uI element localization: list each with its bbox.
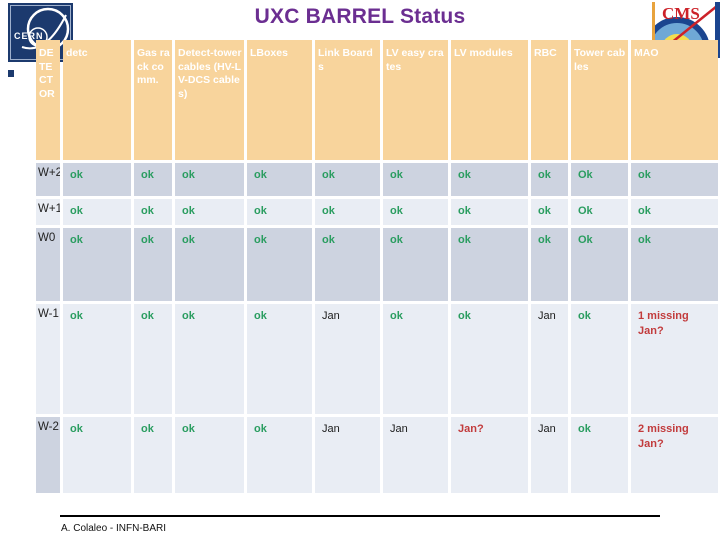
cern-logo-text: CERN (14, 31, 44, 41)
status-cell: ok (383, 199, 448, 225)
status-cell: ok (631, 163, 718, 196)
status-cell: ok (63, 417, 131, 493)
status-cell: ok (175, 199, 244, 225)
status-cell: ok (175, 228, 244, 301)
status-cell: ok (247, 228, 312, 301)
status-cell: ok (383, 304, 448, 414)
column-header: DETECTOR (36, 40, 60, 160)
status-cell: Jan? (451, 417, 528, 493)
column-header: LBoxes (247, 40, 312, 160)
row-label: W+2 (36, 163, 60, 196)
column-header: MAO (631, 40, 718, 160)
status-cell: ok (315, 199, 380, 225)
cms-logo-strip (715, 2, 720, 58)
status-cell: ok (451, 199, 528, 225)
status-cell: ok (247, 163, 312, 196)
footer-divider (60, 515, 660, 517)
status-cell: ok (134, 163, 172, 196)
column-header: Tower cables (571, 40, 628, 160)
status-cell: ok (247, 304, 312, 414)
status-cell: ok (247, 199, 312, 225)
status-cell: Ok (571, 228, 628, 301)
status-cell: ok (63, 304, 131, 414)
column-header: RBC (531, 40, 568, 160)
status-cell: ok (175, 163, 244, 196)
footer-author: A. Colaleo - INFN-BARI (61, 523, 167, 534)
status-cell: ok (63, 163, 131, 196)
status-cell: Jan (315, 417, 380, 493)
status-cell: ok (631, 228, 718, 301)
status-cell: 2 missing Jan? (631, 417, 718, 493)
status-cell: ok (315, 228, 380, 301)
page-title: UXC BARREL Status (254, 5, 466, 28)
status-cell: Jan (315, 304, 380, 414)
row-label: W-1 (36, 304, 60, 414)
status-cell: ok (134, 199, 172, 225)
status-cell: ok (175, 417, 244, 493)
status-cell: ok (451, 304, 528, 414)
column-header: Link Boards (315, 40, 380, 160)
status-cell: ok (175, 304, 244, 414)
status-cell: Ok (571, 163, 628, 196)
status-cell: ok (383, 163, 448, 196)
status-cell: ok (383, 228, 448, 301)
status-cell: Jan (531, 304, 568, 414)
status-cell: ok (631, 199, 718, 225)
status-cell: ok (247, 417, 312, 493)
cms-logo-text: CMS (662, 4, 700, 23)
column-header: LV modules (451, 40, 528, 160)
row-label: W+1 (36, 199, 60, 225)
column-header: Gas rack comm. (134, 40, 172, 160)
status-cell: ok (531, 163, 568, 196)
status-cell: ok (315, 163, 380, 196)
status-table: DETECTOR detc Gas rack comm. Detect-tower c… (36, 40, 718, 493)
row-label: W0 (36, 228, 60, 301)
status-cell: ok (63, 228, 131, 301)
status-cell: ok (134, 417, 172, 493)
column-header: Detect-tower cables (HV-LV-DCS cables) (175, 40, 244, 160)
status-cell: ok (134, 228, 172, 301)
status-cell: ok (63, 199, 131, 225)
column-header: LV easy crates (383, 40, 448, 160)
status-cell: ok (531, 228, 568, 301)
column-header: detc (63, 40, 131, 160)
status-cell: ok (451, 228, 528, 301)
status-cell: ok (531, 199, 568, 225)
cern-logo-dot (8, 70, 14, 77)
status-cell: 1 missing Jan? (631, 304, 718, 414)
status-cell: Ok (571, 199, 628, 225)
status-cell: Jan (531, 417, 568, 493)
status-cell: ok (134, 304, 172, 414)
status-cell: Jan (383, 417, 448, 493)
status-cell: ok (451, 163, 528, 196)
status-cell: ok (571, 417, 628, 493)
row-label: W-2 (36, 417, 60, 493)
status-cell: ok (571, 304, 628, 414)
